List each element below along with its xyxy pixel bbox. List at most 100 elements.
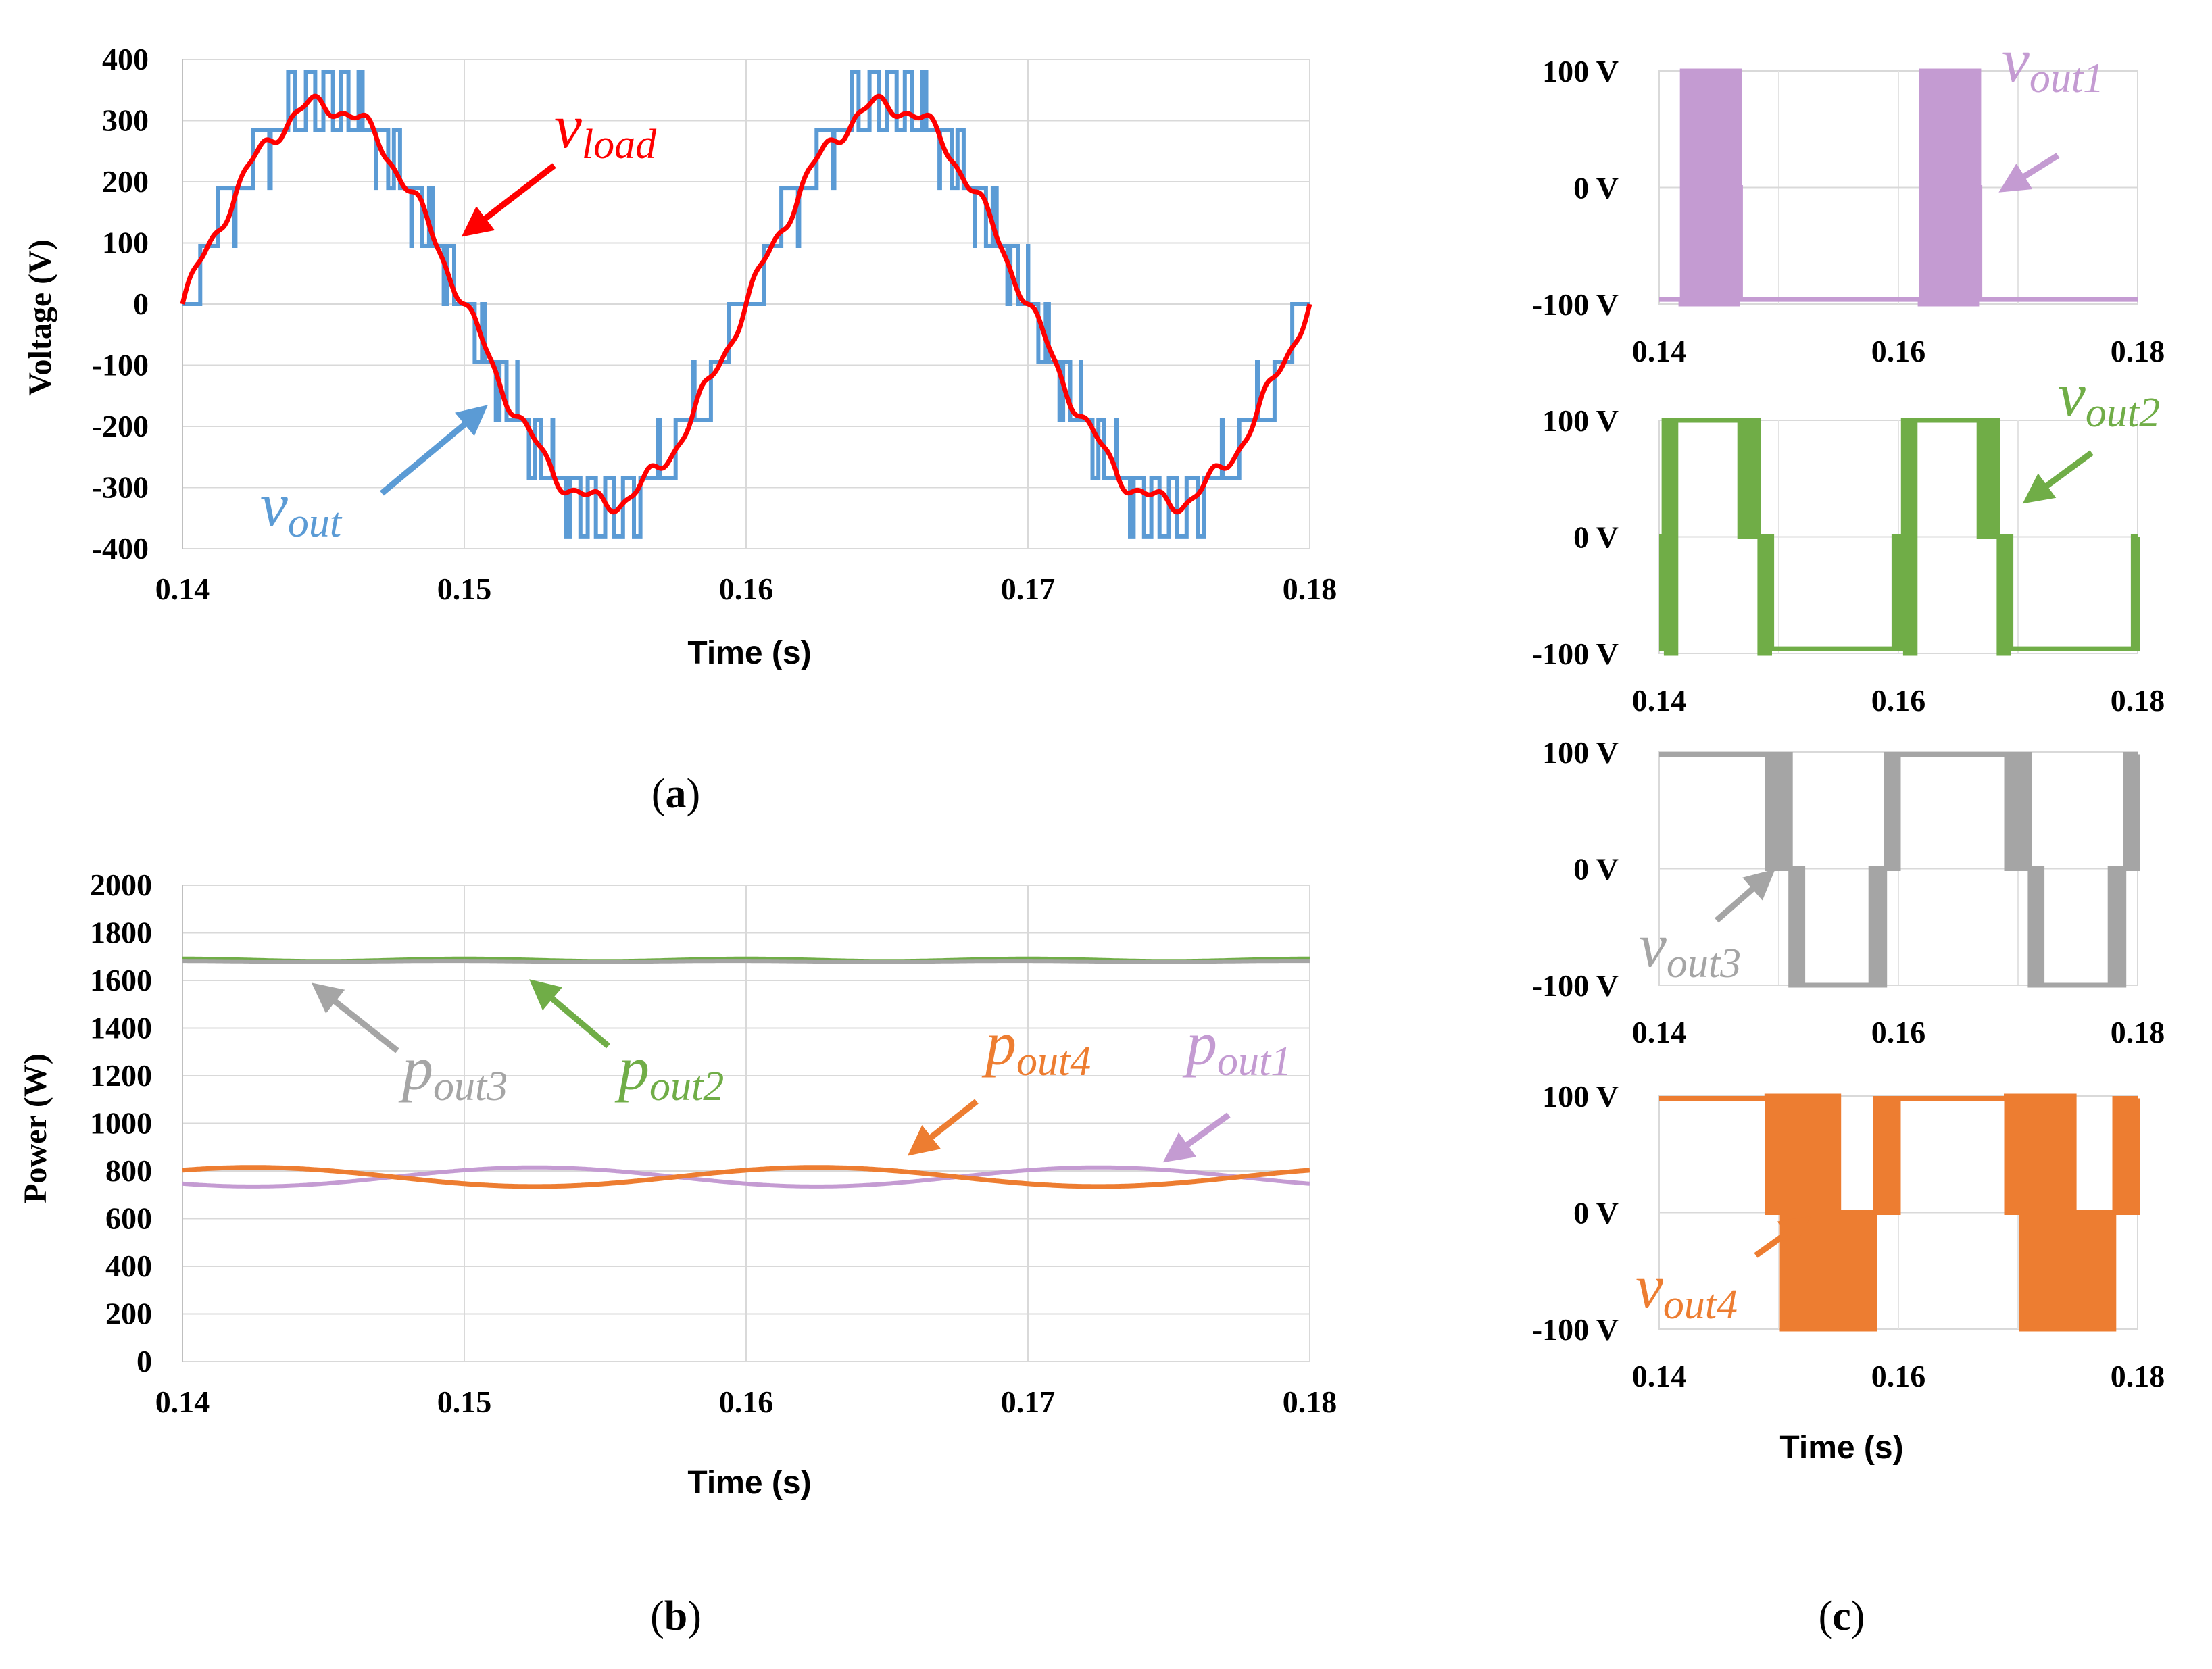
chart-a-x-tick-label: 0.16 — [719, 572, 774, 606]
chart-b-y-tick-label: 1600 — [90, 963, 152, 997]
chart-c-y-tick-label: 0 V — [1573, 1196, 1619, 1230]
chart-b-y-axis-title: Power (W) — [18, 1053, 53, 1203]
chart-c-y-tick-label: 100 V — [1542, 54, 1619, 89]
chart-c-y-tick-label: 100 V — [1542, 735, 1619, 770]
chart-c-x-tick-label: 0.18 — [2111, 1359, 2165, 1393]
p-out1-label: pout1 — [1182, 1009, 1292, 1085]
v-out-arrow — [380, 405, 488, 496]
chart-b-x-ticks: 0.14 0.15 0.16 0.17 0.18 — [155, 1385, 1337, 1419]
series-p-out1-line — [182, 1165, 1310, 1189]
chart-c-y-tick-label: -100 V — [1532, 1312, 1619, 1347]
chart-c-x-tick-label: 0.18 — [2111, 1015, 2165, 1049]
chart-b-y-tick-label: 1200 — [90, 1058, 152, 1093]
chart-a-x-ticks: 0.14 0.15 0.16 0.17 0.18 — [155, 572, 1337, 606]
chart-a-y-tick-label: 0 — [133, 287, 149, 321]
chart-a-x-tick-label: 0.17 — [1001, 572, 1056, 606]
chart-a-y-tick-label: -400 — [92, 531, 149, 566]
v-out-label: vout — [260, 470, 343, 546]
chart-c-panel-2: 100 V 0 V -100 V 0.14 0.16 0.18 — [1532, 403, 2165, 718]
chart-b-y-tick-label: 1400 — [90, 1011, 152, 1045]
p-out4-label: pout4 — [981, 1009, 1091, 1085]
v-out4-label: vout4 — [1636, 1252, 1738, 1328]
v-out1-arrow — [1998, 153, 2060, 193]
p-out1-arrow — [1162, 1112, 1231, 1163]
series-v-out4-line — [1659, 1093, 2140, 1332]
caption-a: (a) — [652, 771, 700, 817]
chart-b-x-tick-label: 0.16 — [719, 1385, 774, 1419]
chart-b-y-tick-label: 800 — [105, 1153, 152, 1188]
chart-c-y-tick-label: 100 V — [1542, 1079, 1619, 1114]
chart-c: 100 V 0 V -100 V 0.14 0.16 0.18 100 V 0 V -100 … — [1532, 26, 2165, 1639]
v-out2-arrow — [2022, 450, 2094, 504]
v-out2-label: vout2 — [2058, 360, 2160, 436]
chart-c-y-tick-label: 0 V — [1573, 520, 1619, 555]
chart-c-panel-1: 100 V 0 V -100 V 0.14 0.16 0.18 — [1532, 54, 2165, 368]
chart-a-x-tick-label: 0.15 — [437, 572, 492, 606]
series-v-out2-line — [1659, 418, 2140, 656]
chart-c-y-tick-label: -100 V — [1532, 968, 1619, 1003]
v-load-label: vload — [554, 92, 657, 168]
chart-b-x-tick-label: 0.18 — [1283, 1385, 1337, 1419]
chart-b-y-tick-label: 400 — [105, 1249, 152, 1283]
series-v-out1-line — [1659, 68, 2138, 307]
chart-b-y-tick-label: 200 — [105, 1297, 152, 1331]
p-out4-arrow — [907, 1099, 979, 1156]
chart-b-y-tick-label: 0 — [137, 1344, 152, 1378]
chart-a-y-tick-label: 100 — [102, 226, 149, 260]
series-v-out3-line — [1659, 752, 2140, 988]
p-out2-arrow — [529, 979, 610, 1049]
v-load-arrow — [461, 163, 556, 237]
p-out2-label: pout2 — [614, 1034, 724, 1110]
chart-a-y-tick-label: -200 — [92, 409, 149, 443]
chart-a-y-tick-label: -300 — [92, 470, 149, 505]
chart-b-x-tick-label: 0.17 — [1001, 1385, 1056, 1419]
v-out1-label: vout1 — [2002, 26, 2104, 101]
chart-c-x-tick-label: 0.14 — [1632, 1359, 1687, 1393]
chart-b-y-tick-label: 2000 — [90, 868, 152, 902]
chart-b-x-tick-label: 0.15 — [437, 1385, 492, 1419]
chart-a-y-tick-label: 400 — [102, 42, 149, 76]
chart-a-y-ticks: 400 300 200 100 0 -100 -200 -300 -400 — [92, 42, 149, 566]
chart-c-y-tick-label: -100 V — [1532, 637, 1619, 671]
chart-a-x-tick-label: 0.14 — [155, 572, 210, 606]
p-out3-label: pout3 — [398, 1034, 508, 1110]
chart-b-x-axis-title: Time (s) — [687, 1465, 811, 1501]
chart-a-x-axis-title: Time (s) — [687, 635, 811, 671]
chart-c-x-tick-label: 0.18 — [2111, 683, 2165, 718]
v-out3-arrow — [1715, 869, 1775, 923]
v-out3-label: vout3 — [1639, 911, 1741, 987]
chart-c-x-tick-label: 0.16 — [1871, 1359, 1926, 1393]
chart-b-y-tick-label: 1000 — [90, 1106, 152, 1141]
p-out3-arrow — [311, 982, 399, 1053]
chart-c-y-tick-label: 0 V — [1573, 171, 1619, 205]
chart-c-x-tick-label: 0.14 — [1632, 1015, 1687, 1049]
chart-a-y-tick-label: -100 — [92, 348, 149, 382]
chart-c-y-tick-label: -100 V — [1532, 287, 1619, 322]
chart-b-y-tick-label: 1800 — [90, 916, 152, 950]
chart-c-x-tick-label: 0.14 — [1632, 683, 1687, 718]
chart-c-y-tick-label: 0 V — [1573, 852, 1619, 887]
chart-b-y-tick-label: 600 — [105, 1201, 152, 1236]
v-out4-arrow — [1754, 1216, 1811, 1258]
series-p-out4-line — [182, 1165, 1310, 1189]
chart-c-panel-4: 100 V 0 V -100 V 0.14 0.16 0.18 — [1532, 1079, 2165, 1393]
chart-c-x-tick-label: 0.14 — [1632, 334, 1687, 368]
chart-a-y-axis-title: Voltage (V) — [22, 239, 58, 396]
chart-c-x-tick-label: 0.16 — [1871, 683, 1926, 718]
series-p-out3-line — [182, 959, 1310, 964]
caption-c: (c) — [1819, 1593, 1865, 1639]
caption-b: (b) — [650, 1593, 702, 1639]
chart-c-x-tick-label: 0.16 — [1871, 334, 1926, 368]
chart-c-x-tick-label: 0.18 — [2111, 334, 2165, 368]
chart-c-panel-3: 100 V 0 V -100 V 0.14 0.16 0.18 — [1532, 735, 2165, 1049]
chart-b-grid — [182, 885, 1310, 1362]
chart-b-x-tick-label: 0.14 — [155, 1385, 210, 1419]
chart-a-y-tick-label: 200 — [102, 164, 149, 199]
chart-c-x-axis-title: Time (s) — [1779, 1430, 1903, 1466]
chart-c-x-tick-label: 0.16 — [1871, 1015, 1926, 1049]
series-v-load-line — [180, 93, 1312, 515]
